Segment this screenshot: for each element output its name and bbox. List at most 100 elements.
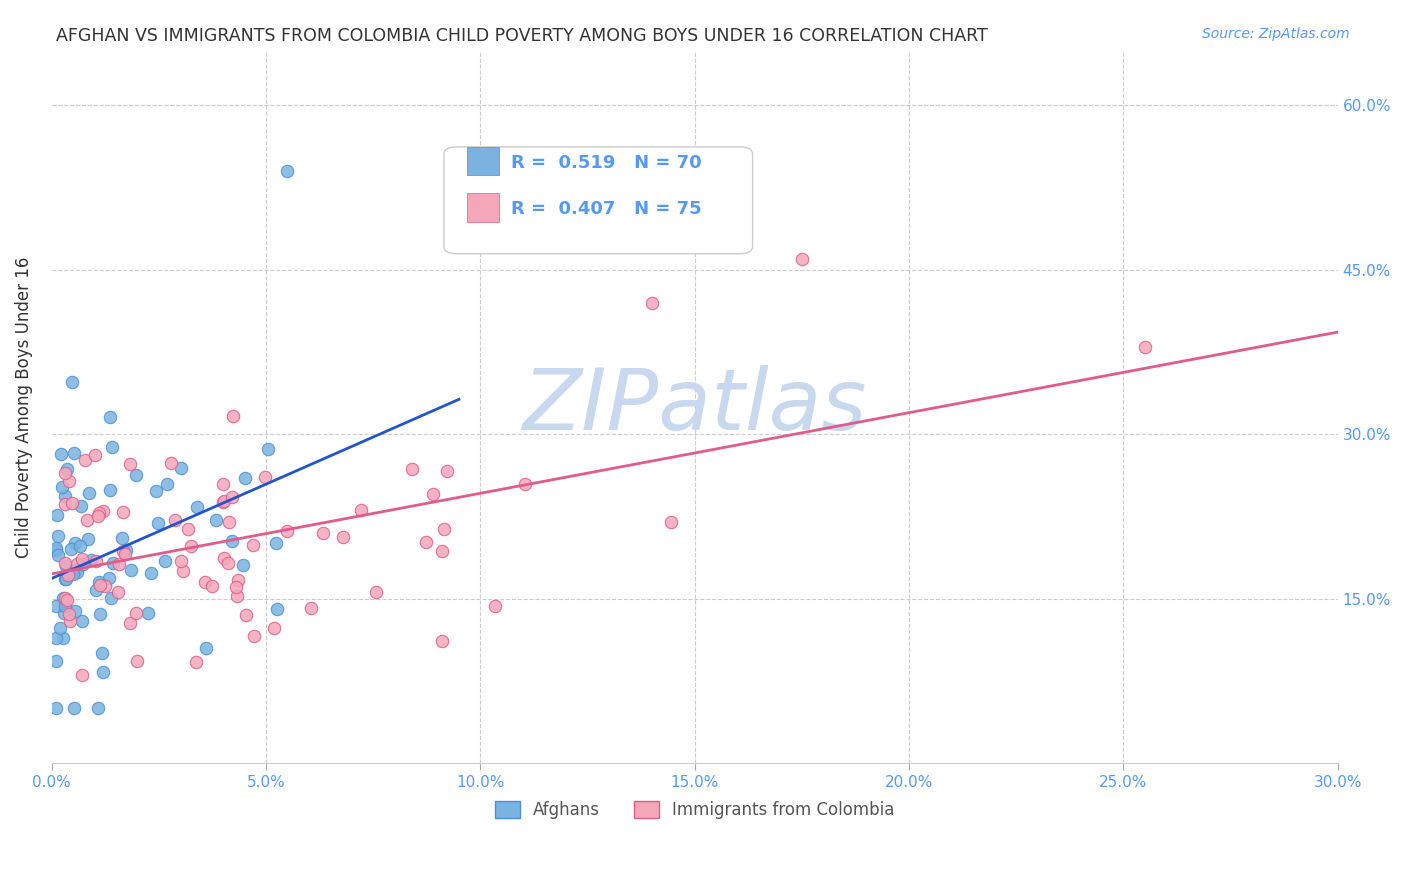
- Point: [641, 295, 664, 310]
- Point: [659, 515, 682, 529]
- Point: [45, 541, 67, 556]
- Point: [172, 564, 194, 578]
- Point: [70, 614, 93, 628]
- Point: [55, 558, 77, 573]
- Point: [155, 477, 177, 491]
- Point: [53, 556, 76, 570]
- Point: [101, 557, 124, 571]
- Point: [89, 607, 111, 621]
- Point: [63, 536, 86, 550]
- Point: [63, 701, 86, 715]
- Point: [153, 554, 176, 568]
- Point: [84, 448, 107, 462]
- Point: [111, 544, 134, 558]
- Point: [436, 463, 458, 477]
- Point: [56, 592, 79, 607]
- Point: [100, 591, 122, 605]
- Point: [170, 554, 193, 568]
- Point: [170, 460, 193, 475]
- Point: [84, 583, 107, 598]
- Point: [58, 607, 80, 621]
- Point: [232, 558, 254, 572]
- Point: [45, 654, 67, 668]
- Point: [233, 471, 256, 485]
- Point: [242, 538, 264, 552]
- Point: [125, 468, 148, 483]
- Point: [266, 601, 288, 615]
- Point: [195, 641, 218, 656]
- Point: [225, 590, 247, 604]
- Point: [80, 552, 103, 566]
- Point: [51, 447, 73, 461]
- Point: [87, 575, 110, 590]
- Point: [62, 566, 84, 581]
- Point: [66, 557, 89, 571]
- Point: [299, 601, 322, 615]
- Point: [430, 543, 453, 558]
- Point: [93, 579, 115, 593]
- Point: [110, 531, 132, 545]
- Point: [91, 665, 114, 679]
- Point: [52, 607, 75, 621]
- FancyBboxPatch shape: [444, 147, 752, 253]
- Point: [235, 608, 257, 623]
- Point: [56, 461, 79, 475]
- Point: [53, 572, 76, 586]
- Point: [65, 563, 87, 577]
- Point: [89, 507, 111, 521]
- Point: [146, 516, 169, 531]
- Point: [53, 498, 76, 512]
- Point: [221, 534, 243, 549]
- Point: [228, 573, 250, 587]
- Point: [212, 494, 235, 508]
- Point: [160, 456, 183, 470]
- Point: [63, 604, 86, 618]
- Point: [120, 458, 142, 472]
- Point: [46, 549, 69, 563]
- Point: [433, 522, 456, 536]
- Point: [201, 579, 224, 593]
- Point: [60, 376, 83, 390]
- Point: [91, 504, 114, 518]
- Point: [415, 534, 437, 549]
- Point: [77, 485, 100, 500]
- Point: [217, 556, 239, 570]
- Point: [72, 557, 94, 571]
- Point: [120, 615, 142, 630]
- Point: [112, 505, 135, 519]
- Point: [53, 467, 76, 481]
- Point: [184, 656, 207, 670]
- Point: [115, 542, 138, 557]
- Point: [100, 483, 122, 497]
- Point: [60, 541, 83, 556]
- Point: [45, 508, 67, 522]
- Point: [49, 622, 72, 636]
- Point: [63, 446, 86, 460]
- Point: [70, 552, 93, 566]
- Point: [513, 476, 536, 491]
- Text: R =  0.407   N = 75: R = 0.407 N = 75: [510, 200, 702, 218]
- Point: [45, 631, 67, 645]
- Legend: Afghans, Immigrants from Colombia: Afghans, Immigrants from Colombia: [488, 795, 901, 826]
- Point: [204, 513, 226, 527]
- Point: [242, 629, 264, 643]
- Point: [101, 441, 124, 455]
- Point: [56, 567, 79, 582]
- Point: [53, 591, 76, 606]
- Point: [422, 487, 444, 501]
- Point: [91, 646, 114, 660]
- Bar: [467, 147, 499, 176]
- Point: [73, 453, 96, 467]
- Point: [1133, 340, 1156, 354]
- Point: [66, 565, 89, 579]
- Point: [180, 540, 202, 554]
- Point: [266, 536, 288, 550]
- Point: [401, 462, 423, 476]
- Point: [98, 409, 121, 424]
- Point: [790, 252, 813, 266]
- Y-axis label: Child Poverty Among Boys Under 16: Child Poverty Among Boys Under 16: [15, 256, 32, 558]
- Point: [212, 494, 235, 508]
- Point: [276, 164, 298, 178]
- Point: [59, 614, 82, 628]
- Point: [127, 655, 149, 669]
